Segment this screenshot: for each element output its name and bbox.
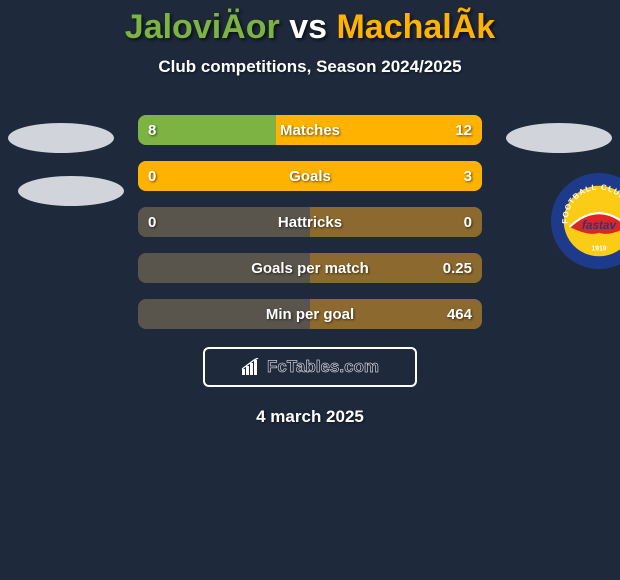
bar-chart-icon [241, 358, 261, 376]
bar-value-right: 12 [455, 115, 472, 145]
bar-value-right: 0 [464, 207, 472, 237]
stat-bar: 0Hattricks0 [138, 207, 482, 237]
player2-avatar-placeholder [506, 123, 612, 153]
stat-bar: Goals per match0.25 [138, 253, 482, 283]
bar-value-right: 0.25 [443, 253, 472, 283]
bar-label: Goals [138, 161, 482, 191]
bar-label: Min per goal [138, 299, 482, 329]
player2-name: MachalÃ­k [336, 8, 495, 46]
svg-text:fastav: fastav [582, 219, 617, 232]
bar-value-right: 464 [447, 299, 472, 329]
bar-label: Hattricks [138, 207, 482, 237]
svg-text:FOOTBALL CLUB ZLIN: FOOTBALL CLUB ZLIN [561, 183, 620, 224]
stat-bar: 8Matches12 [138, 115, 482, 145]
player1-club-placeholder [18, 176, 124, 206]
comparison-title: JaloviÄor vs MachalÃ­k [0, 0, 620, 47]
brand-box[interactable]: FcTables.com [203, 347, 417, 387]
bar-label: Goals per match [138, 253, 482, 283]
player1-name: JaloviÄor [125, 8, 280, 46]
player1-avatar-placeholder [8, 123, 114, 153]
brand-text: FcTables.com [267, 357, 379, 377]
subtitle: Club competitions, Season 2024/2025 [0, 57, 620, 77]
stats-bars: 8Matches120Goals30Hattricks0Goals per ma… [138, 115, 482, 329]
stat-bar: 0Goals3 [138, 161, 482, 191]
vs-separator: vs [289, 8, 327, 46]
date: 4 march 2025 [0, 407, 620, 427]
player2-club-logo: FOOTBALL CLUB ZLIN fastav 1919 [550, 172, 620, 270]
stat-bar: Min per goal464 [138, 299, 482, 329]
svg-text:1919: 1919 [591, 245, 606, 252]
bar-label: Matches [138, 115, 482, 145]
bar-value-right: 3 [464, 161, 472, 191]
fastav-zlin-badge: FOOTBALL CLUB ZLIN fastav 1919 [550, 172, 620, 270]
